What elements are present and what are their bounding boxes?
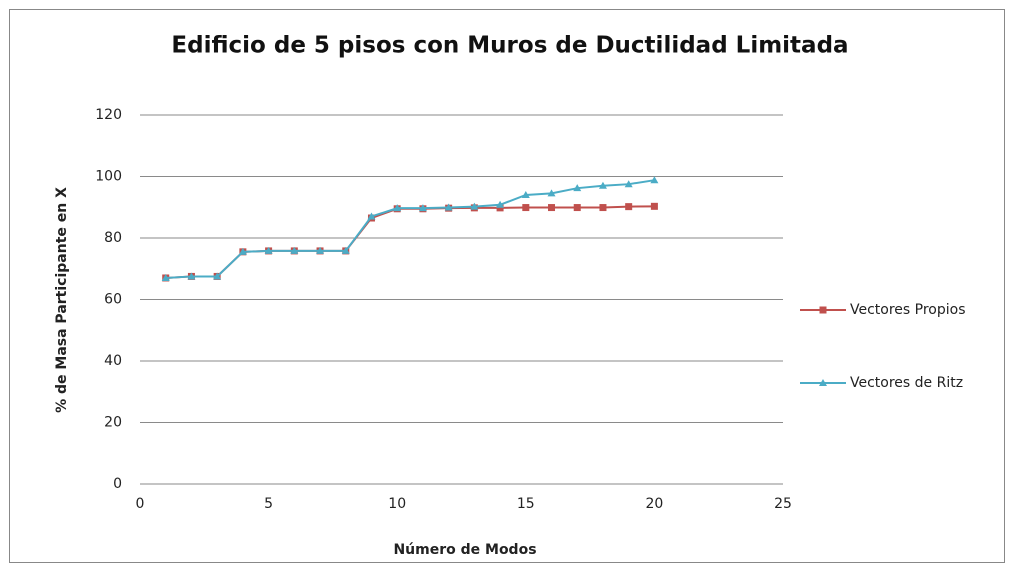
x-tick-label: 15 — [517, 496, 535, 512]
data-point — [187, 272, 196, 280]
y-tick-label: 40 — [104, 353, 122, 369]
data-point — [598, 181, 607, 189]
data-point — [367, 212, 376, 220]
data-point — [238, 247, 247, 255]
data-point — [650, 202, 658, 210]
y-tick-label: 80 — [104, 230, 122, 246]
data-point — [316, 246, 325, 254]
y-tick-label: 20 — [104, 415, 122, 431]
data-point — [290, 246, 299, 254]
data-point — [547, 189, 556, 197]
y-tick-label: 60 — [104, 292, 122, 308]
series-line — [165, 179, 655, 279]
y-axis-label: % de Masa Participante en X — [54, 187, 70, 413]
y-tick-label: 120 — [95, 107, 122, 123]
x-tick-label: 10 — [388, 496, 406, 512]
x-axis-label: Número de Modos — [393, 542, 536, 558]
data-point — [213, 272, 222, 280]
data-point — [341, 246, 350, 254]
chart-border — [9, 9, 1005, 563]
data-point — [496, 200, 505, 208]
data-point — [624, 180, 633, 188]
data-point — [625, 203, 633, 211]
data-point — [522, 204, 530, 212]
data-point — [573, 204, 581, 212]
data-point — [418, 204, 427, 212]
x-tick-label: 5 — [264, 496, 273, 512]
data-point — [573, 184, 582, 192]
data-point — [470, 202, 479, 210]
x-tick-label: 20 — [645, 496, 663, 512]
data-point — [548, 204, 556, 212]
x-tick-label: 0 — [136, 496, 145, 512]
data-point — [650, 176, 659, 184]
legend-label: Vectores Propios — [850, 302, 966, 318]
data-point — [264, 246, 273, 254]
data-point — [521, 190, 530, 198]
chart-title: Edificio de 5 pisos con Muros de Ductili… — [171, 33, 848, 59]
y-tick-label: 100 — [95, 169, 122, 185]
data-point — [161, 273, 170, 281]
x-tick-label: 25 — [774, 496, 792, 512]
data-point — [393, 204, 402, 212]
legend-marker — [819, 379, 827, 386]
data-point — [444, 203, 453, 211]
data-point — [496, 204, 504, 212]
data-point — [599, 204, 607, 212]
y-tick-label: 0 — [113, 476, 122, 492]
legend-label: Vectores de Ritz — [850, 375, 963, 391]
legend-marker — [819, 306, 827, 314]
